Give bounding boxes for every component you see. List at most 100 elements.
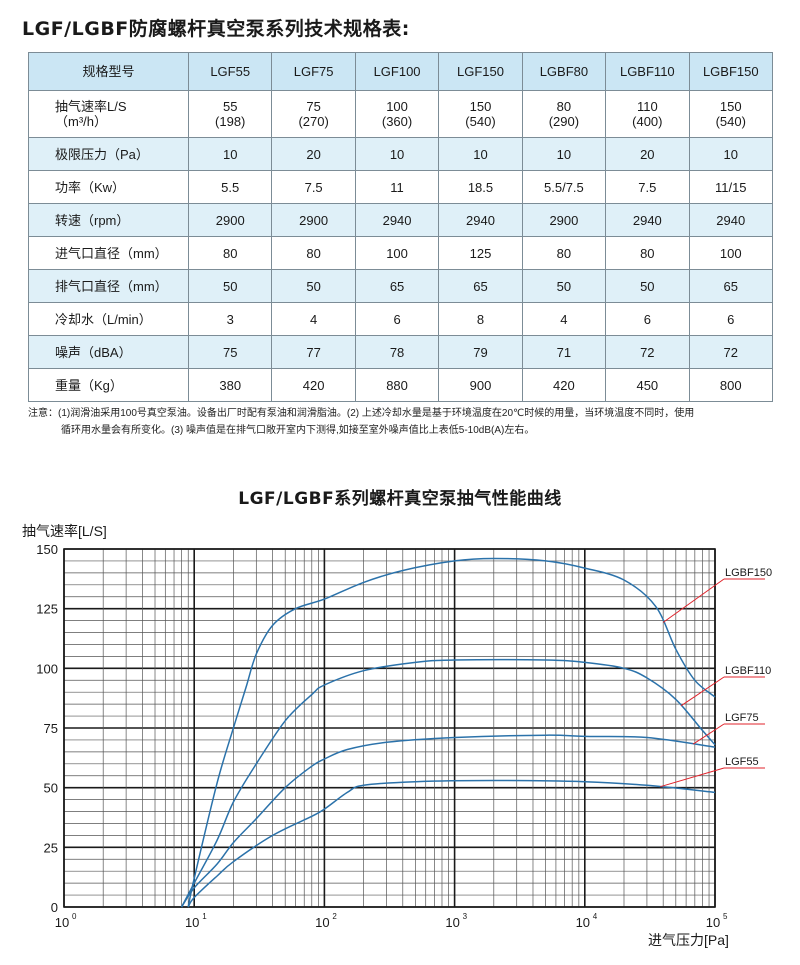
table-cell: 800: [688, 368, 774, 402]
table-cell: 10: [438, 137, 523, 171]
notes-line-1: 注意：(1)润滑油采用100号真空泵油。设备出厂时配有泵油和润滑脂油。(2) 上…: [28, 408, 695, 419]
header-cell-lgf100: LGF100: [354, 52, 440, 91]
plot-frame: [63, 548, 716, 908]
cell-ls: 150: [719, 99, 742, 114]
table-cell: 10: [521, 137, 607, 171]
x-tick-label: 10: [445, 915, 459, 930]
table-notes: 注意：(1)润滑油采用100号真空泵油。设备出厂时配有泵油和润滑脂油。(2) 上…: [28, 405, 776, 439]
cell-ls: 100: [386, 99, 408, 114]
row-label: 重量（Kg）: [28, 368, 189, 402]
table-cell: 80: [187, 236, 273, 270]
series-leader-lgbf110: [680, 676, 725, 707]
cell-m3h: (270): [298, 114, 329, 129]
header-cell-lgbf110: LGBF110: [605, 52, 690, 91]
table-cell: 2900: [521, 203, 607, 237]
table-cell: 18.5: [438, 170, 523, 204]
table-cell: 50: [187, 269, 273, 303]
cell-ls: 80: [556, 99, 572, 114]
cell-m3h: (540): [715, 114, 746, 129]
table-cell: 2940: [605, 203, 690, 237]
table-cell: 72: [688, 335, 774, 369]
row-label-unit-line: （m³/h）: [55, 114, 108, 129]
table-cell: 2940: [438, 203, 523, 237]
table-row-weight: 重量（Kg） 380 420 880 900 420 450 800: [28, 368, 774, 402]
table-cell: 2940: [354, 203, 440, 237]
table-cell: 5.5/7.5: [521, 170, 607, 204]
chart-y-axis-label: 抽气速率[L/S]: [22, 523, 107, 539]
table-row-noise: 噪声（dBA） 75 77 78 79 71 72 72: [28, 335, 774, 369]
table-cell: 78: [354, 335, 440, 369]
table-cell: 77: [271, 335, 356, 369]
notes-line-2: 循环用水量会有所变化。(3) 噪声值是在排气口敞开室内下测得,如接至室外噪声值比…: [61, 425, 535, 436]
table-cell: 100 (360): [354, 90, 440, 138]
spec-table: 规格型号 LGF55 LGF75 LGF100 LGF150 LGBF80 LG…: [28, 52, 774, 402]
row-label: 极限压力（Pa）: [28, 137, 189, 171]
table-cell: 75 (270): [271, 90, 356, 138]
table-row-ultimate-pressure: 极限压力（Pa） 10 20 10 10 10 20 10: [28, 137, 774, 171]
cell-ls: 150: [469, 99, 492, 114]
table-cell: 6: [605, 302, 690, 336]
row-label: 转速（rpm）: [28, 203, 189, 237]
row-label: 噪声（dBA）: [28, 335, 189, 369]
x-tick-label: 10: [706, 915, 720, 930]
row-label: 排气口直径（mm）: [28, 269, 189, 303]
table-cell: 65: [688, 269, 774, 303]
table-cell: 75: [187, 335, 273, 369]
header-cell-lgbf150: LGBF150: [688, 52, 774, 91]
table-cell: 71: [521, 335, 607, 369]
cell-m3h: (290): [548, 114, 580, 129]
y-tick-label: 25: [44, 840, 58, 855]
header-cell-lgf55: LGF55: [187, 52, 273, 91]
series-curve-lgf55: [187, 779, 716, 908]
table-row-cooling-water: 冷却水（L/min） 3 4 6 8 4 6 6: [28, 302, 774, 336]
series-leader-lgbf150: [662, 578, 725, 623]
series-curve-lgf75: [180, 734, 716, 908]
x-tick-exponent: 3: [463, 912, 468, 921]
table-cell: 10: [354, 137, 440, 171]
header-cell-lgf75: LGF75: [271, 52, 356, 91]
table-row-power: 功率（Kw） 5.5 7.5 11 18.5 5.5/7.5 7.5 11/15: [28, 170, 774, 204]
table-cell: 880: [354, 368, 440, 402]
table-cell: 3: [187, 302, 273, 336]
table-cell: 125: [438, 236, 523, 270]
x-tick-label: 10: [185, 915, 199, 930]
table-cell: 380: [187, 368, 273, 402]
series-leader-lgf75: [692, 723, 725, 745]
chart-title: LGF/LGBF系列螺杆真空泵抽气性能曲线: [238, 489, 562, 509]
x-tick-label: 10: [315, 915, 329, 930]
table-cell: 65: [354, 269, 440, 303]
table-cell: 7.5: [605, 170, 690, 204]
x-tick-exponent: 0: [72, 912, 77, 921]
row-label: 进气口直径（mm）: [28, 236, 189, 270]
y-tick-label: 125: [36, 602, 58, 617]
x-tick-label: 10: [576, 915, 590, 930]
table-cell: 420: [521, 368, 607, 402]
table-cell: 6: [688, 302, 774, 336]
cell-m3h: (198): [215, 114, 246, 129]
table-cell: 2900: [271, 203, 356, 237]
y-tick-label: 75: [44, 721, 58, 736]
cell-ls: 75: [306, 99, 321, 114]
cell-m3h: (540): [465, 114, 496, 129]
header-cell-lgf150: LGF150: [438, 52, 523, 91]
table-cell: 8: [438, 302, 523, 336]
table-cell: 80: [605, 236, 690, 270]
table-cell: 10: [688, 137, 774, 171]
cell-ls: 110: [636, 99, 658, 114]
series-curve-lgbf150: [187, 557, 716, 908]
table-cell: 72: [605, 335, 690, 369]
table-cell: 65: [438, 269, 523, 303]
cell-ls: 55: [222, 99, 238, 114]
table-cell: 80 (290): [521, 90, 607, 138]
table-cell: 150 (540): [688, 90, 774, 138]
table-cell: 50: [271, 269, 356, 303]
series-label-lgf55: LGF55: [725, 756, 759, 768]
table-cell: 80: [521, 236, 607, 270]
table-row-inlet-diameter: 进气口直径（mm） 80 80 100 125 80 80 100: [28, 236, 774, 270]
table-cell: 50: [521, 269, 607, 303]
table-cell: 2940: [688, 203, 774, 237]
table-cell: 420: [271, 368, 356, 402]
series-leader-lgf55: [660, 767, 725, 788]
table-cell: 80: [271, 236, 356, 270]
cell-m3h: (360): [381, 114, 413, 129]
